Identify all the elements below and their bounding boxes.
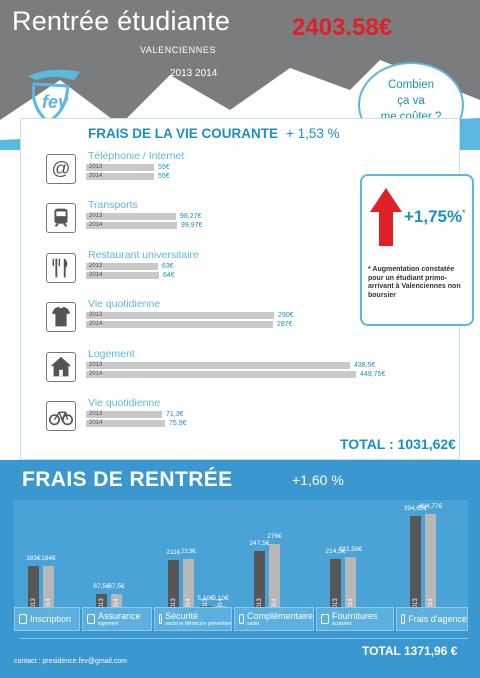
category-0: Inscription — [14, 607, 80, 631]
value-2014: 64€ — [163, 272, 175, 279]
column-2013: 2013 — [96, 594, 107, 612]
value-2014: 99,97€ — [181, 222, 203, 229]
pen-icon — [19, 614, 27, 624]
value-2013: 438,5€ — [354, 362, 376, 369]
bar-2013: 2013 — [86, 362, 350, 369]
column-value-label: 276€ — [267, 533, 282, 540]
column-value-label: 394,65€ — [403, 505, 428, 512]
fork-knife-icon — [46, 253, 76, 283]
bar-2014: 2014 — [86, 321, 273, 328]
house-icon — [87, 614, 95, 624]
pill-icon — [239, 614, 244, 624]
value-2014: 55€ — [158, 173, 170, 180]
bar-2013: 2013 — [86, 411, 162, 418]
cost-row-label: Transports — [88, 199, 138, 211]
bar-2013: 2013 — [86, 312, 274, 319]
value-2013: 290€ — [278, 312, 294, 319]
category-3: Complémentaire santé — [234, 607, 314, 631]
column-2013: 2013 — [410, 516, 421, 612]
at-sign-icon: @ — [46, 154, 76, 184]
bar-2013: 2013 — [86, 263, 158, 270]
column-value-label: 247,5€ — [249, 540, 270, 547]
up-arrow-icon — [370, 188, 402, 246]
value-2013: 98,27€ — [180, 213, 202, 220]
year-2013: 2013 — [170, 68, 193, 79]
value-2014: 75,9€ — [169, 420, 187, 427]
category-4: Fournitures scolaires — [316, 607, 394, 631]
back-to-school-total: TOTAL 1371,96 € — [362, 644, 458, 658]
bar-2014: 2014 — [86, 222, 177, 229]
column-2013: 2013 — [330, 559, 341, 612]
bar-2014: 2014 — [86, 420, 165, 427]
column-2014: 2014 — [345, 557, 356, 612]
cost-row-label: Téléphonie / Internet — [88, 150, 185, 162]
column-2014: 2014 — [269, 544, 280, 612]
column-value-label: 5,10€ — [212, 595, 229, 602]
back-to-school-pct: +1,60 % — [292, 472, 344, 488]
house-icon — [46, 352, 76, 382]
back-to-school-categories: Inscription Assurance logement Sécurité so… — [14, 607, 468, 631]
health-cross-icon — [159, 614, 163, 624]
cost-row-label: Vie quotidienne — [88, 298, 161, 310]
train-icon — [46, 203, 76, 233]
column-value-label: 67,5€ — [108, 583, 125, 590]
bar-2013: 2013 — [86, 164, 154, 171]
column-2013: 2013 — [168, 560, 179, 612]
increase-value: +1,75%* — [404, 207, 466, 226]
column-value-label: 214,5€ — [325, 548, 346, 555]
column-2014: 2014 — [425, 514, 436, 612]
category-1: Assurance logement — [82, 607, 152, 631]
column-2013: 2013 — [254, 551, 265, 612]
column-value-label: 211€ — [166, 549, 181, 556]
back-to-school-chart: 2013 183€ 2014 184€ 2013 67,5€ 2014 67,5€ 2013 21… — [14, 500, 468, 612]
tshirt-icon — [46, 302, 76, 332]
column-value-label: 213€ — [181, 548, 196, 555]
cost-row-label: Restaurant universitaire — [88, 249, 199, 261]
value-2014: 287€ — [277, 321, 293, 328]
column-2014: 2014 — [111, 594, 122, 612]
category-2: Sécurité social et Médecine préventive — [154, 607, 232, 631]
divider — [20, 638, 468, 639]
svg-text:@: @ — [52, 158, 71, 179]
bar-2014: 2014 — [86, 173, 154, 180]
value-2013: 55€ — [158, 164, 170, 171]
category-5: Frais d'agence — [396, 607, 468, 631]
living-costs-total: TOTAL : 1031,62€ — [340, 436, 456, 452]
column-value-label: 5,10€ — [197, 595, 214, 602]
years-label: 2013 2014 — [170, 68, 217, 79]
increase-note: * Augmentation constatée pour un étudian… — [368, 266, 461, 299]
column-value-label: 404,77€ — [418, 503, 443, 510]
bicycle-icon — [46, 401, 76, 431]
page-title: Rentrée étudiante — [12, 6, 231, 36]
bar-2014: 2014 — [86, 371, 356, 378]
year-2014: 2014 — [195, 68, 218, 79]
grand-total: 2403.58€ — [292, 14, 393, 41]
cost-row-label: Logement — [88, 348, 135, 360]
value-2013: 71,3€ — [166, 411, 184, 418]
book-icon — [321, 614, 329, 624]
living-costs-title: FRAIS DE LA VIE COURANTE + 1,53 % — [88, 126, 340, 141]
column-value-label: 183€ — [26, 555, 41, 562]
value-2014: 449,75€ — [360, 371, 386, 378]
folder-icon — [401, 614, 406, 624]
column-value-label: 67,5€ — [93, 583, 110, 590]
column-2013: 2013 — [28, 566, 39, 612]
back-to-school-title: FRAIS DE RENTRÉE — [22, 468, 233, 491]
column-value-label: 221,59€ — [338, 546, 363, 553]
value-2013: 63€ — [162, 263, 174, 270]
city-label: VALENCIENNES — [140, 45, 217, 55]
bar-2013: 2013 — [86, 213, 176, 220]
column-2014: 2014 — [43, 566, 54, 612]
bar-2014: 2014 — [86, 272, 159, 279]
column-value-label: 184€ — [41, 555, 56, 562]
svg-text:fev: fev — [42, 92, 69, 112]
fev-logo: fev — [22, 62, 86, 135]
contact-email: contact : presidence.fev@gmail.com — [14, 658, 127, 665]
cost-row-label: Vie quotidienne — [88, 397, 161, 409]
column-2014: 2014 — [183, 559, 194, 612]
